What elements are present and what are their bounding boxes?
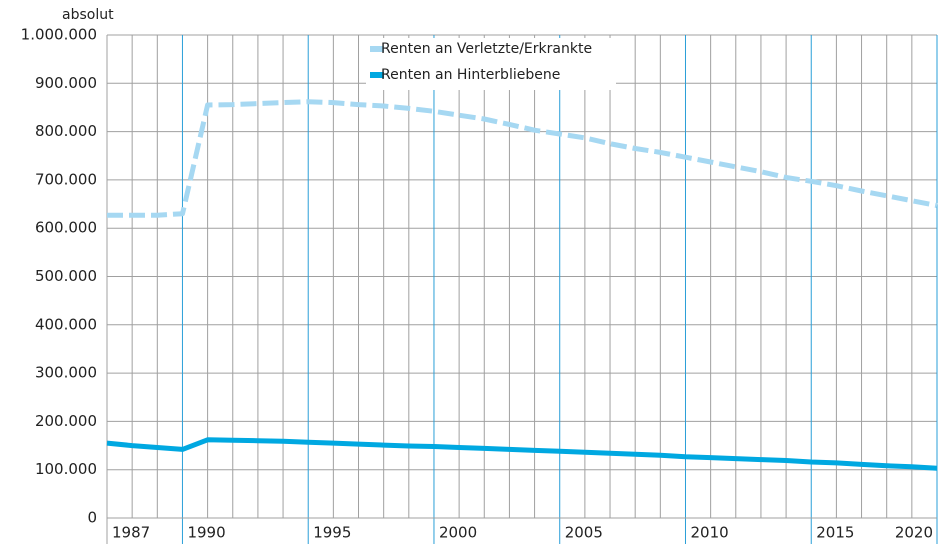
- x-tick-label: 1990: [187, 524, 225, 542]
- series-line: [107, 99, 938, 218]
- legend-background: [366, 38, 616, 90]
- legend-label: Renten an Hinterbliebene: [381, 67, 560, 83]
- y-tick-label: 300.000: [35, 364, 97, 382]
- x-tick-label: 1987: [112, 524, 150, 542]
- x-tick-label: 2015: [816, 524, 854, 542]
- y-tick-label: 1.000.000: [21, 26, 97, 44]
- series-line: [106, 437, 938, 471]
- y-tick-label: 200.000: [35, 412, 97, 430]
- x-tick-label: 2005: [565, 524, 603, 542]
- y-tick-label: 900.000: [35, 74, 97, 92]
- x-tick-label: 2000: [439, 524, 477, 542]
- x-tick-label: 2010: [690, 524, 728, 542]
- x-tick-label: 1995: [313, 524, 351, 542]
- y-tick-label: 400.000: [35, 315, 97, 333]
- y-axis-label: absolut: [62, 7, 114, 23]
- legend-swatch: [370, 46, 384, 52]
- y-tick-label: 500.000: [35, 267, 97, 285]
- y-tick-label: 800.000: [35, 122, 97, 140]
- y-tick-label: 600.000: [35, 219, 97, 237]
- y-tick-label: 700.000: [35, 170, 97, 188]
- y-tick-label: 100.000: [35, 460, 97, 478]
- y-tick-label: 0: [87, 509, 97, 527]
- legend-label: Renten an Verletzte/Erkrankte: [381, 41, 592, 57]
- legend-swatch: [370, 72, 384, 78]
- x-tick-label: 2020: [895, 524, 933, 542]
